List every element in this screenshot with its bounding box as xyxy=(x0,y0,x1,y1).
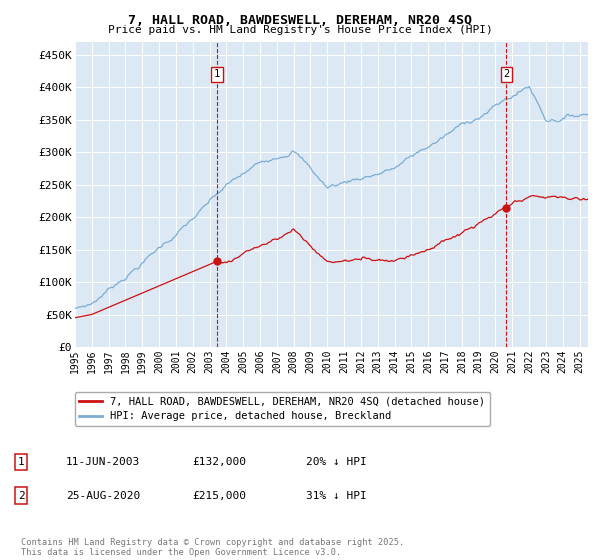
Legend: 7, HALL ROAD, BAWDESWELL, DEREHAM, NR20 4SQ (detached house), HPI: Average price: 7, HALL ROAD, BAWDESWELL, DEREHAM, NR20 … xyxy=(75,392,490,426)
Text: 7, HALL ROAD, BAWDESWELL, DEREHAM, NR20 4SQ: 7, HALL ROAD, BAWDESWELL, DEREHAM, NR20 … xyxy=(128,14,472,27)
Text: £132,000: £132,000 xyxy=(192,457,246,467)
Text: 11-JUN-2003: 11-JUN-2003 xyxy=(66,457,140,467)
Text: £215,000: £215,000 xyxy=(192,491,246,501)
Text: 2: 2 xyxy=(17,491,25,501)
Text: 1: 1 xyxy=(17,457,25,467)
Text: 20% ↓ HPI: 20% ↓ HPI xyxy=(306,457,367,467)
Text: 25-AUG-2020: 25-AUG-2020 xyxy=(66,491,140,501)
Text: Price paid vs. HM Land Registry's House Price Index (HPI): Price paid vs. HM Land Registry's House … xyxy=(107,25,493,35)
Text: 1: 1 xyxy=(214,69,220,80)
Text: Contains HM Land Registry data © Crown copyright and database right 2025.
This d: Contains HM Land Registry data © Crown c… xyxy=(21,538,404,557)
Text: 2: 2 xyxy=(503,69,509,80)
Text: 31% ↓ HPI: 31% ↓ HPI xyxy=(306,491,367,501)
